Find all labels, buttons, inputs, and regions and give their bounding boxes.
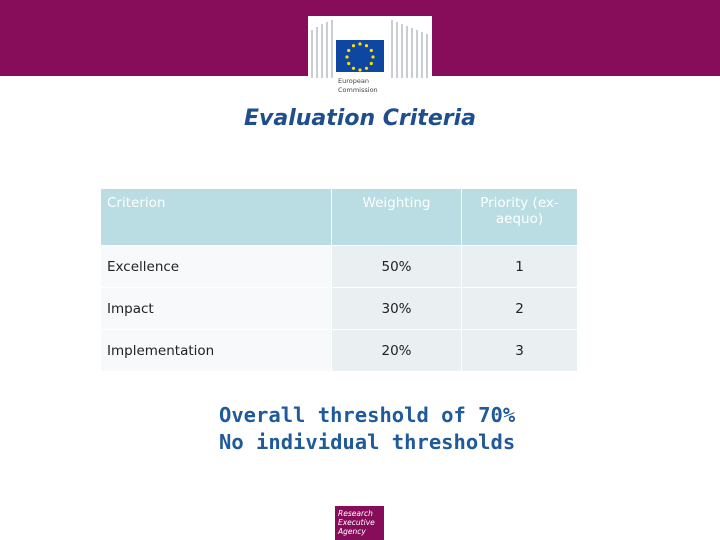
table-cell: 2 <box>462 288 577 329</box>
table-row: Impact 30% 2 <box>101 288 577 330</box>
header-cell: Criterion <box>101 189 332 245</box>
header-cell: Weighting <box>332 189 462 245</box>
ec-logo: European Commission <box>308 16 432 100</box>
table: Criterion Weighting Priority (ex-aequo) … <box>101 189 577 372</box>
title: Evaluation Criteria <box>244 106 476 131</box>
note: Overall threshold of 70% <box>219 403 516 427</box>
table-cell: 1 <box>462 246 577 287</box>
table-cell: Excellence <box>101 246 332 287</box>
logo-text: European <box>338 77 369 85</box>
note: No individual thresholds <box>219 430 516 454</box>
table-row: Implementation 20% 3 <box>101 330 577 372</box>
logo-text: Commission <box>338 86 378 94</box>
table-row: Excellence 50% 1 <box>101 246 577 288</box>
rea-logo: Research Executive Agency <box>335 506 384 540</box>
table-cell: Impact <box>101 288 332 329</box>
logo-text: Research <box>338 509 373 518</box>
table-cell: 50% <box>332 246 462 287</box>
logo-text: Agency <box>338 527 366 536</box>
table-cell: 3 <box>462 330 577 371</box>
header-row: Criterion Weighting Priority (ex-aequo) <box>101 189 577 246</box>
table-cell: Implementation <box>101 330 332 371</box>
table-cell: 30% <box>332 288 462 329</box>
notes: Overall threshold of 70% No individual t… <box>219 402 515 456</box>
header-cell: Priority (ex-aequo) <box>462 189 577 245</box>
table-cell: 20% <box>332 330 462 371</box>
logo-text: Executive <box>338 518 375 527</box>
